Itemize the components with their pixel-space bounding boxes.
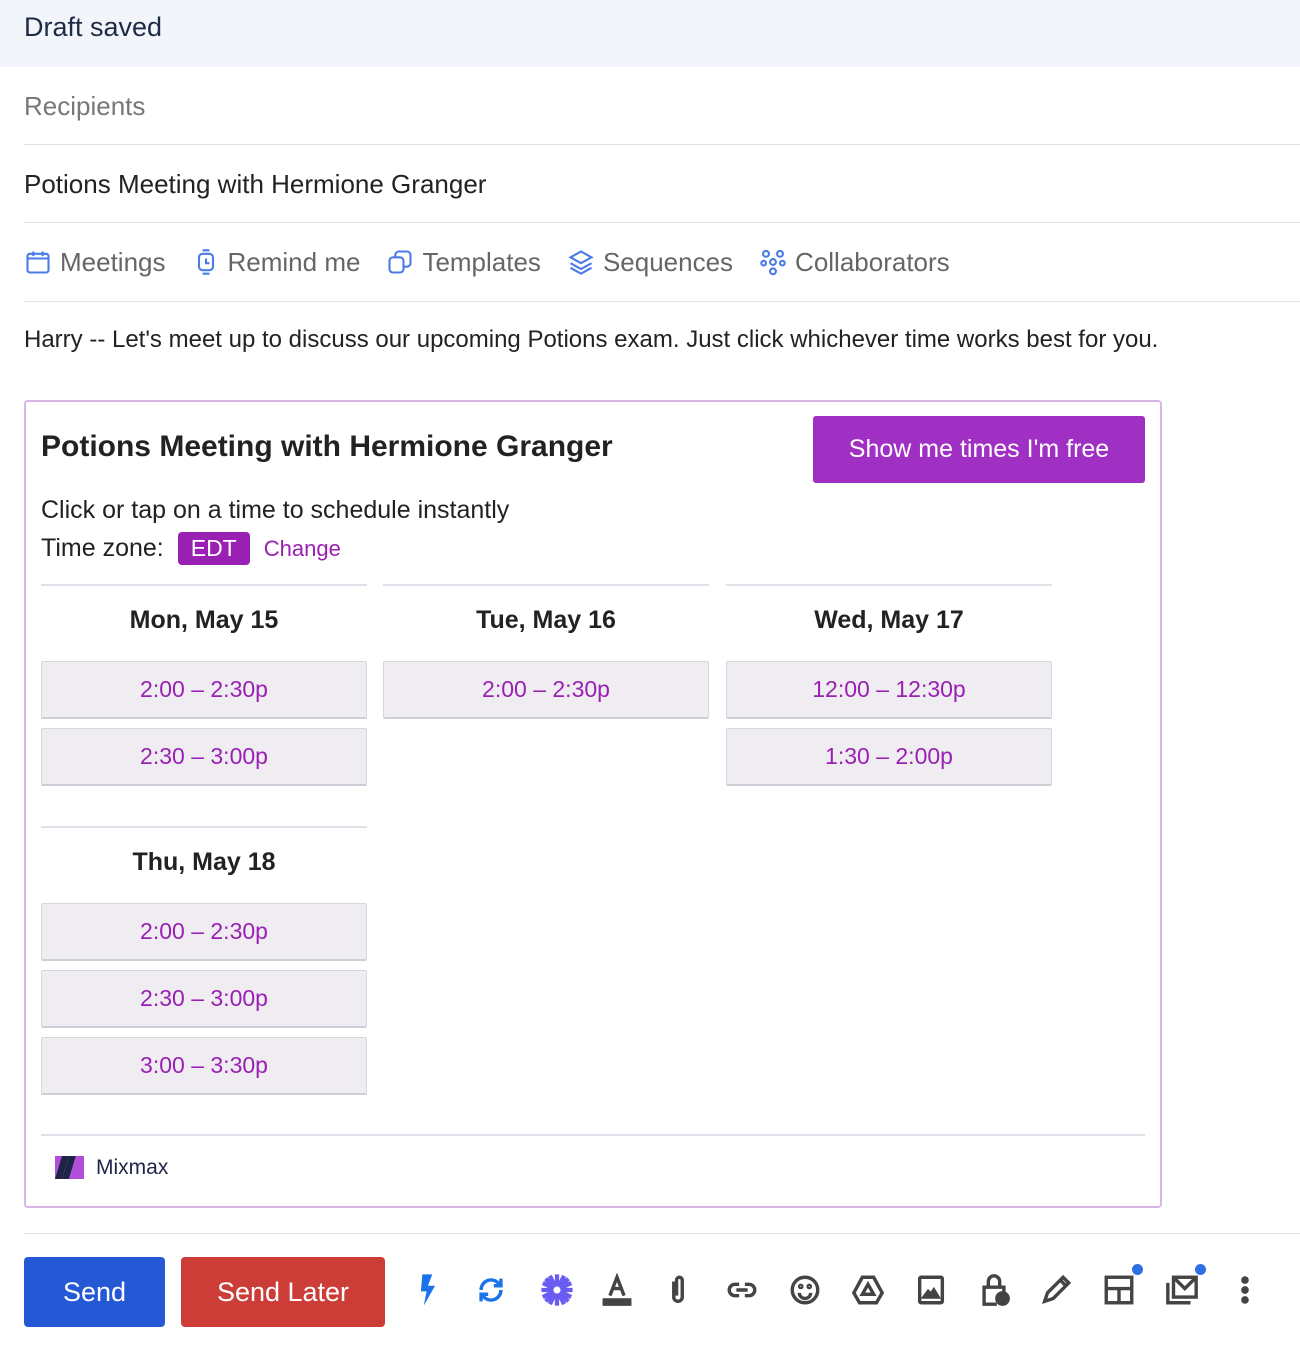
remind-me-label: Remind me — [227, 246, 361, 277]
watch-icon — [197, 249, 214, 275]
remind-me-button[interactable]: Remind me — [192, 246, 361, 278]
time-slot[interactable]: 2:00 – 2:30p — [383, 661, 709, 719]
layout-icon[interactable] — [1099, 1264, 1143, 1310]
timezone-row: Time zone: EDT Change — [41, 532, 341, 565]
draft-saved-text: Draft saved — [24, 12, 163, 42]
show-free-times-button[interactable]: Show me times I'm free — [813, 416, 1145, 483]
time-slot[interactable]: 3:00 – 3:30p — [41, 1037, 367, 1095]
collaborators-icon — [760, 249, 786, 276]
day-column: Mon, May 15 2:00 – 2:30p 2:30 – 3:00p — [41, 584, 367, 795]
mail-stack-icon[interactable] — [1162, 1264, 1206, 1310]
day-column: Tue, May 16 2:00 – 2:30p — [383, 584, 709, 728]
message-body[interactable]: Harry -- Let's meet up to discuss our up… — [24, 326, 1159, 353]
divider — [24, 1233, 1300, 1234]
meeting-card — [24, 400, 1162, 1208]
drive-icon[interactable] — [848, 1270, 888, 1310]
meetings-label: Meetings — [60, 246, 166, 277]
timezone-label: Time zone: — [41, 534, 164, 562]
calendar-icon — [26, 251, 50, 274]
day-date: Wed, May 17 — [814, 606, 964, 634]
sequences-label: Sequences — [602, 246, 734, 277]
signature-pen-icon[interactable] — [1036, 1270, 1076, 1310]
templates-label: Templates — [422, 246, 541, 277]
link-icon[interactable] — [722, 1270, 762, 1310]
instructions: Click or tap on a time to schedule insta… — [41, 496, 510, 524]
recipients-field[interactable]: Recipients — [24, 67, 1300, 145]
text-format-icon[interactable] — [597, 1270, 637, 1310]
send-later-button[interactable]: Send Later — [181, 1257, 385, 1327]
mixmax-text: Mixmax — [96, 1156, 169, 1179]
day-column: Wed, May 17 12:00 – 12:30p 1:30 – 2:00p — [726, 584, 1052, 795]
timezone-badge: EDT — [177, 532, 250, 565]
emoji-icon[interactable] — [785, 1270, 825, 1310]
time-slot[interactable]: 2:00 – 2:30p — [41, 661, 367, 719]
day-column: Thu, May 18 2:00 – 2:30p 2:30 – 3:00p 3:00 … — [41, 826, 367, 1104]
lightning-icon[interactable] — [408, 1270, 448, 1310]
confidential-lock-icon[interactable] — [974, 1270, 1014, 1310]
change-timezone-link[interactable]: Change — [263, 535, 341, 561]
image-icon[interactable] — [911, 1270, 951, 1310]
day-date: Tue, May 16 — [476, 606, 616, 634]
card-footer-divider — [41, 1134, 1145, 1136]
sequences-button[interactable]: Sequences — [567, 247, 733, 278]
layers-icon — [568, 250, 594, 275]
collaborators-label: Collaborators — [795, 246, 950, 277]
sync-icon[interactable] — [471, 1270, 511, 1310]
mixmax-logo-icon — [55, 1156, 84, 1179]
templates-icon — [388, 250, 412, 274]
time-slot[interactable]: 2:00 – 2:30p — [41, 903, 367, 961]
day-date: Thu, May 18 — [132, 848, 276, 876]
time-slot[interactable]: 2:30 – 3:00p — [41, 970, 367, 1028]
meeting-title: Potions Meeting with Hermione Granger — [41, 430, 613, 463]
send-button[interactable]: Send — [24, 1257, 165, 1327]
meetings-button[interactable]: Meetings — [24, 247, 166, 278]
mixmax-branding: Mixmax — [54, 1156, 168, 1180]
notification-dot — [1132, 1264, 1143, 1275]
attach-icon[interactable] — [658, 1270, 698, 1310]
more-vert-icon[interactable] — [1225, 1270, 1265, 1310]
collaborators-button[interactable]: Collaborators — [759, 247, 950, 278]
time-slot[interactable]: 2:30 – 3:00p — [41, 728, 367, 786]
draft-status-bar: Draft saved — [0, 0, 1300, 67]
time-slot[interactable]: 12:00 – 12:30p — [726, 661, 1052, 719]
asterisk-icon[interactable] — [537, 1270, 577, 1310]
templates-button[interactable]: Templates — [386, 247, 541, 278]
mixmax-toolbar: Meetings Remind me Templates Sequences C… — [24, 223, 1300, 302]
notification-dot — [1195, 1264, 1206, 1275]
time-slot[interactable]: 1:30 – 2:00p — [726, 728, 1052, 786]
day-date: Mon, May 15 — [129, 606, 279, 634]
subject-field[interactable]: Potions Meeting with Hermione Granger — [24, 145, 1300, 223]
